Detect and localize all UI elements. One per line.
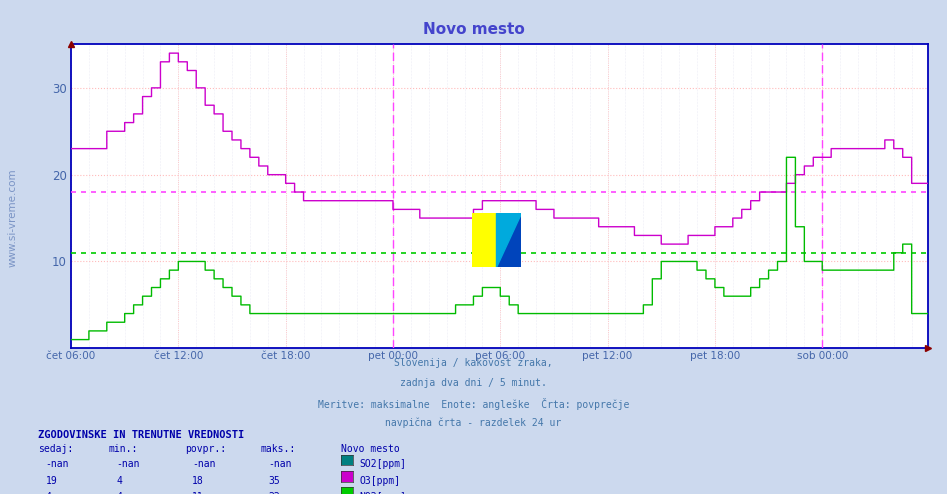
Text: 4: 4 <box>116 492 122 494</box>
Text: www.si-vreme.com: www.si-vreme.com <box>8 168 17 267</box>
Text: NO2[ppm]: NO2[ppm] <box>360 492 407 494</box>
Text: 4: 4 <box>45 492 51 494</box>
Text: -nan: -nan <box>45 459 69 469</box>
Polygon shape <box>496 213 521 267</box>
Text: 19: 19 <box>45 476 57 486</box>
Text: O3[ppm]: O3[ppm] <box>360 476 401 486</box>
Text: Slovenija / kakovost zraka,: Slovenija / kakovost zraka, <box>394 358 553 368</box>
Polygon shape <box>496 213 521 267</box>
Text: Meritve: maksimalne  Enote: angleške  Črta: povprečje: Meritve: maksimalne Enote: angleške Črta… <box>318 398 629 410</box>
Text: 22: 22 <box>268 492 279 494</box>
Text: SO2[ppm]: SO2[ppm] <box>360 459 407 469</box>
Text: -nan: -nan <box>268 459 292 469</box>
Text: 35: 35 <box>268 476 279 486</box>
Text: 4: 4 <box>116 476 122 486</box>
Text: -nan: -nan <box>192 459 216 469</box>
Text: navpična črta - razdelek 24 ur: navpična črta - razdelek 24 ur <box>385 417 562 428</box>
Text: 18: 18 <box>192 476 204 486</box>
Text: Novo mesto: Novo mesto <box>341 444 400 453</box>
Text: ZGODOVINSKE IN TRENUTNE VREDNOSTI: ZGODOVINSKE IN TRENUTNE VREDNOSTI <box>38 430 244 440</box>
Text: 11: 11 <box>192 492 204 494</box>
Text: zadnja dva dni / 5 minut.: zadnja dva dni / 5 minut. <box>400 378 547 388</box>
Text: -nan: -nan <box>116 459 140 469</box>
Text: Novo mesto: Novo mesto <box>422 22 525 37</box>
Text: povpr.:: povpr.: <box>185 444 225 453</box>
Text: min.:: min.: <box>109 444 138 453</box>
Text: maks.:: maks.: <box>260 444 295 453</box>
Text: sedaj:: sedaj: <box>38 444 73 453</box>
